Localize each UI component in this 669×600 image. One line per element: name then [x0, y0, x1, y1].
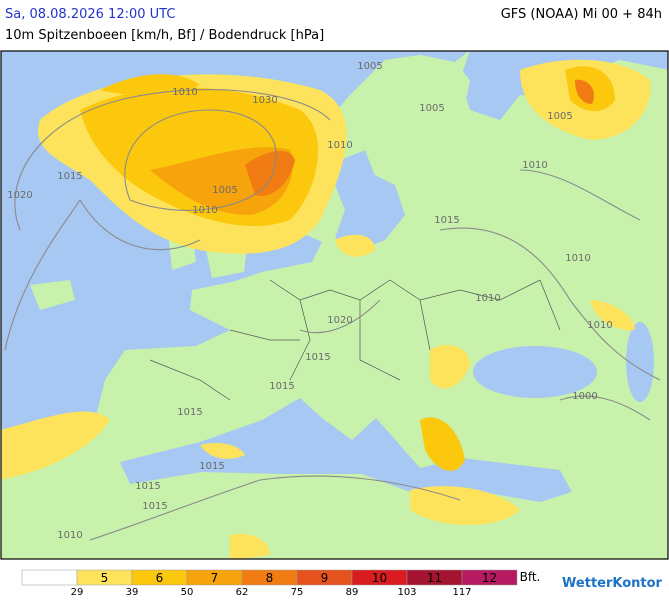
legend-unit: Bft.	[520, 570, 541, 584]
isobar-label: 1020	[327, 315, 352, 326]
isobar-label: 1010	[587, 320, 612, 331]
isobar-label: 1010	[57, 530, 82, 541]
isobar-label: 1010	[475, 293, 500, 304]
logo: WetterKontor	[562, 576, 663, 591]
isobar-label: 1010	[565, 253, 590, 264]
legend-kmh: 39	[126, 587, 139, 598]
legend-kmh: 75	[291, 587, 304, 598]
isobar-label: 1015	[177, 407, 202, 418]
isobar-label: 1010	[192, 205, 217, 216]
isobar-label: 1015	[434, 215, 459, 226]
isobar-label: 1000	[572, 391, 597, 402]
legend-bft: 12	[482, 571, 497, 585]
map: 1005 1010 1030 1005 1005 1010 1015 1020 1005 1010…	[0, 50, 669, 560]
isobar-label: 1005	[212, 185, 237, 196]
isobar-labels: 1005 1010 1030 1005 1005 1010 1015 1020 1005 1010…	[7, 61, 612, 541]
legend-swatch	[21, 569, 78, 586]
legend-kmh: 89	[346, 587, 359, 598]
legend-kmh: 62	[236, 587, 249, 598]
isobar-label: 1010	[327, 140, 352, 151]
legend-kmh: 29	[71, 587, 84, 598]
legend-swatch	[461, 569, 518, 586]
legend-bft: 5	[101, 571, 109, 585]
isobar-label: 1015	[57, 171, 82, 182]
isobar-label: 1015	[199, 461, 224, 472]
subtitle: 10m Spitzenboeen [km/h, Bf] / Bodendruck…	[5, 28, 324, 43]
legend-bft: 11	[427, 571, 442, 585]
legend-kmh: 103	[397, 587, 416, 598]
isobar-label: 1005	[419, 103, 444, 114]
isobar-label: 1010	[522, 160, 547, 171]
legend-bft: 10	[372, 571, 387, 585]
isobar-label: 1015	[142, 501, 167, 512]
legend-bft: 8	[266, 571, 274, 585]
legend-kmh: 117	[452, 587, 471, 598]
legend-bft: 9	[321, 571, 329, 585]
model-run: GFS (NOAA) Mi 00 + 84h	[501, 7, 662, 22]
legend-bft: 6	[156, 571, 164, 585]
legend-bft: 7	[211, 571, 219, 585]
isobar-label: 1010	[172, 87, 197, 98]
isobar-label: 1005	[547, 111, 572, 122]
isobar-label: 1015	[269, 381, 294, 392]
datetime: Sa, 08.08.2026 12:00 UTC	[5, 7, 175, 22]
isobar-label: 1015	[305, 352, 330, 363]
isobar-label: 1020	[7, 190, 32, 201]
isobar-label: 1005	[357, 61, 382, 72]
legend-kmh: 50	[181, 587, 194, 598]
isobar-label: 1015	[135, 481, 160, 492]
isobar-label: 1030	[252, 95, 277, 106]
